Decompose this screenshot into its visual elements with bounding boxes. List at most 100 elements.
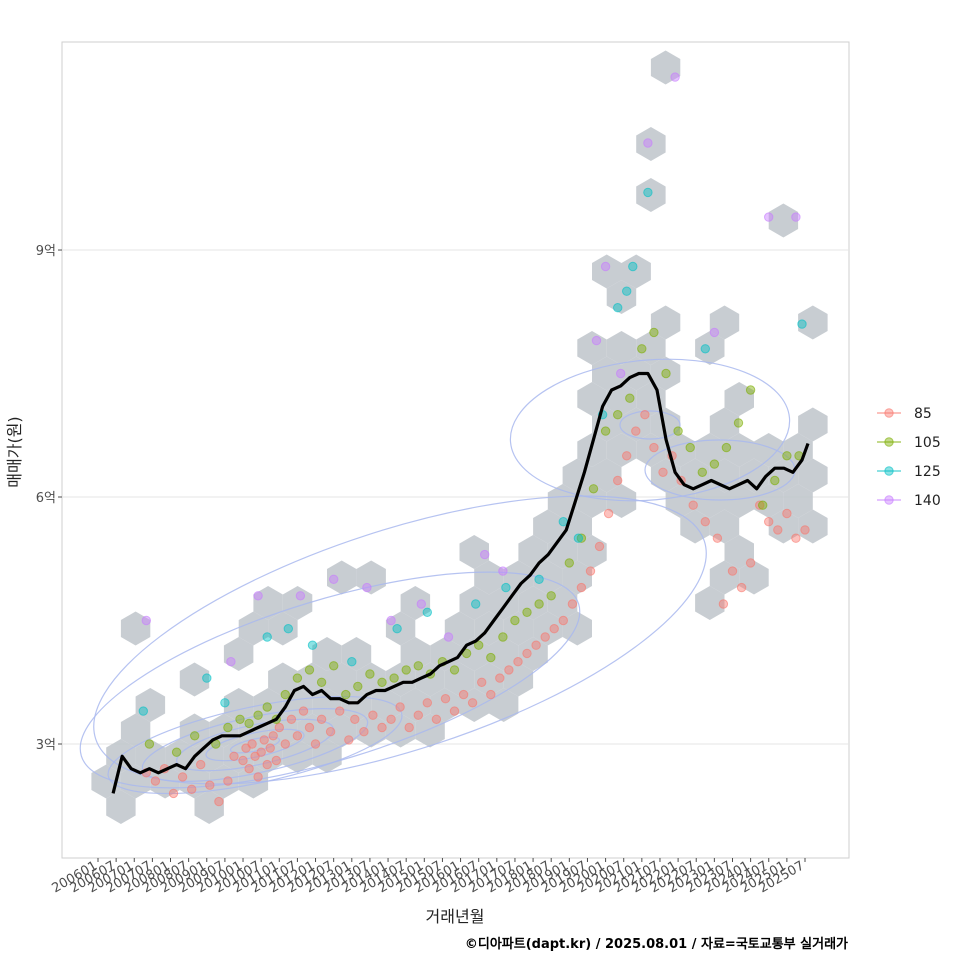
point-140-2	[253, 591, 263, 601]
hexbin-34	[577, 535, 607, 569]
hexbin-74	[577, 484, 607, 518]
hexbin-99	[621, 254, 651, 289]
point-85-34	[350, 714, 360, 724]
point-85-50	[495, 673, 505, 683]
hexbin-113	[592, 254, 622, 289]
hexbin-138	[754, 433, 784, 467]
point-125-3	[262, 632, 272, 642]
hexbin-67	[444, 662, 475, 697]
scatter-points	[138, 72, 810, 807]
point-105-21	[413, 661, 423, 671]
hexbin-24	[459, 688, 489, 722]
point-125-16	[622, 286, 632, 296]
point-85-45	[449, 706, 460, 716]
point-85-9	[223, 776, 233, 786]
point-85-55	[540, 632, 550, 642]
point-105-32	[546, 591, 556, 601]
point-105-14	[329, 661, 339, 671]
hexbin-58	[268, 662, 298, 697]
point-85-78	[755, 500, 765, 510]
point-105-37	[613, 410, 623, 420]
hexbin-83	[709, 407, 740, 442]
point-125-15	[613, 303, 623, 313]
hexbin-116	[650, 50, 681, 85]
point-105-43	[685, 442, 695, 453]
point-140-18	[791, 212, 801, 222]
point-85-44	[440, 694, 451, 704]
point-125-6	[347, 657, 357, 667]
point-105-6	[244, 718, 254, 729]
point-105-11	[292, 673, 303, 683]
point-85-57	[558, 615, 568, 626]
point-125-8	[422, 607, 432, 617]
point-85-14	[247, 739, 257, 749]
hexbin-111	[474, 560, 504, 595]
point-105-33	[564, 558, 574, 568]
point-85-80	[773, 525, 783, 535]
point-105-8	[262, 702, 272, 712]
point-85-54	[531, 640, 541, 650]
point-125-4	[283, 624, 293, 634]
legend-swatch-140	[884, 495, 894, 505]
point-85-19	[262, 759, 272, 770]
point-140-4	[329, 574, 339, 584]
point-105-24	[449, 665, 460, 675]
point-105-26	[474, 640, 484, 650]
hexbin-66	[430, 637, 460, 671]
point-85-66	[640, 410, 650, 420]
hexbin-123	[327, 662, 357, 697]
point-85-49	[486, 689, 496, 700]
hexbin-53	[798, 509, 828, 544]
point-85-21	[268, 731, 278, 741]
hexbin-77	[636, 331, 666, 365]
legend-swatch-85	[884, 408, 894, 418]
point-105-7	[253, 710, 263, 720]
point-85-41	[413, 710, 423, 720]
point-85-10	[229, 751, 239, 761]
hexbin-108	[356, 560, 386, 595]
hexbin-88	[179, 662, 210, 697]
point-140-0	[141, 615, 152, 626]
hexbin-33	[562, 560, 592, 595]
point-105-1	[171, 747, 182, 757]
point-85-35	[359, 727, 369, 737]
point-140-16	[709, 327, 720, 338]
point-85-8	[214, 796, 224, 807]
y-axis-title: 매매가(원)	[5, 416, 24, 487]
point-85-38	[386, 714, 396, 724]
point-85-51	[504, 665, 514, 675]
point-140-11	[591, 335, 602, 346]
point-105-27	[486, 652, 496, 663]
point-85-61	[594, 541, 605, 552]
hexbin-62	[356, 662, 386, 697]
hexbin-12	[282, 739, 313, 773]
point-85-20	[265, 743, 275, 753]
hexbin-4	[194, 739, 224, 773]
y-tick-label-0: 3억	[36, 738, 56, 753]
hexbin-106	[282, 586, 313, 620]
point-105-46	[721, 442, 732, 453]
hexbin-97	[533, 560, 563, 595]
trend-line	[111, 371, 810, 794]
point-105-31	[534, 599, 544, 609]
hexbin-107	[327, 560, 357, 595]
x-axis-title: 거래년월	[426, 907, 485, 926]
point-85-7	[205, 780, 215, 790]
point-105-35	[588, 484, 599, 494]
point-105-44	[697, 467, 707, 477]
hexbin-48	[739, 560, 769, 595]
hexbin-136	[724, 484, 754, 518]
hexbin-109	[444, 611, 475, 646]
point-140-3	[295, 591, 306, 601]
point-125-20	[797, 319, 807, 329]
legend-swatch-105	[884, 437, 894, 447]
hexbin-122	[120, 713, 151, 748]
point-125-17	[628, 261, 638, 272]
point-105-45	[709, 459, 720, 469]
point-85-52	[513, 657, 523, 667]
hexbin-90	[238, 611, 269, 646]
point-85-18	[259, 735, 269, 745]
hexbin-60	[312, 637, 342, 671]
hexbin-135	[695, 433, 725, 467]
